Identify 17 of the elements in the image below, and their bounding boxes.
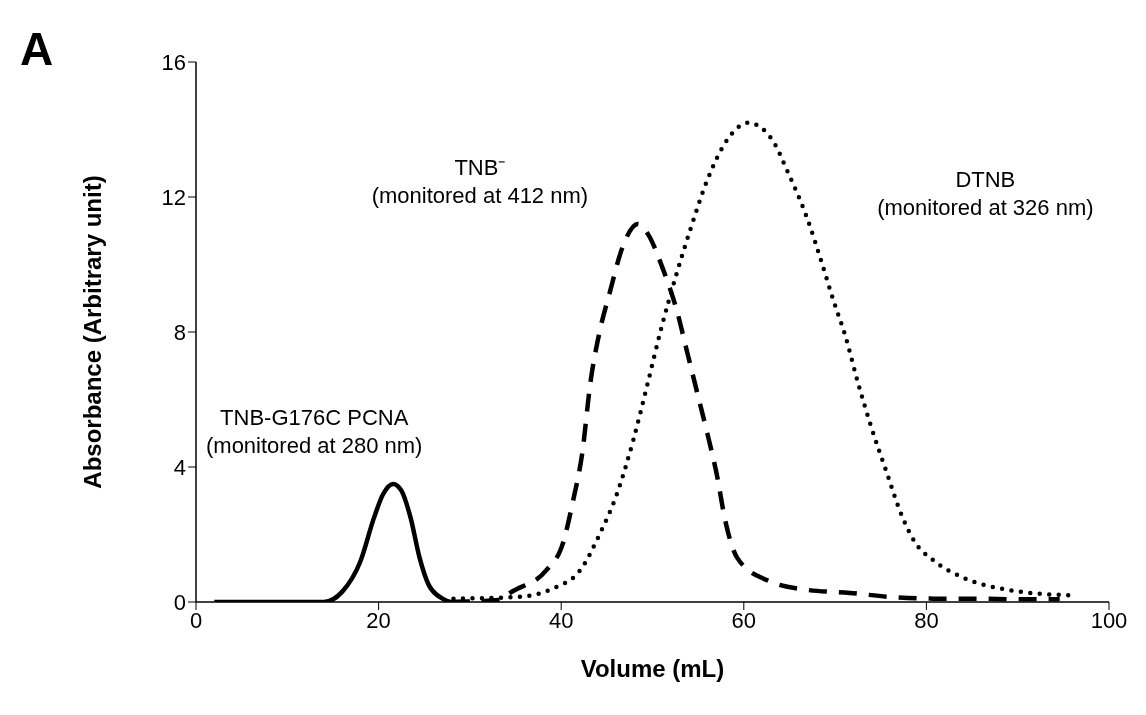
text: DTNB (monitored at 326 nm) [876,165,1095,222]
y-tick-label: 0 [173,589,186,615]
series-label: TNB-G176C PCNA (monitored at 280 nm) [205,403,424,458]
y-tick-label: 4 [173,454,186,480]
x-tick-label: 0 [189,607,203,633]
text: TNB⁻ (monitored at 412 nm) [370,154,590,210]
y-tick-label: 12 [161,184,186,210]
x-tick-label: 40 [548,607,574,633]
y-axis-title: Absorbance (Arbitrary unit) [78,175,106,489]
x-tick-label: 20 [366,607,391,633]
x-axis-title: Volume (mL) [580,655,725,682]
y-tick-label: 16 [161,49,186,75]
text: A [20,22,54,76]
x-tick-label: 60 [731,607,757,633]
x-tick-label: 80 [914,607,939,633]
x-tick-label: 100 [1090,607,1128,633]
y-tick-label: 8 [173,319,186,345]
